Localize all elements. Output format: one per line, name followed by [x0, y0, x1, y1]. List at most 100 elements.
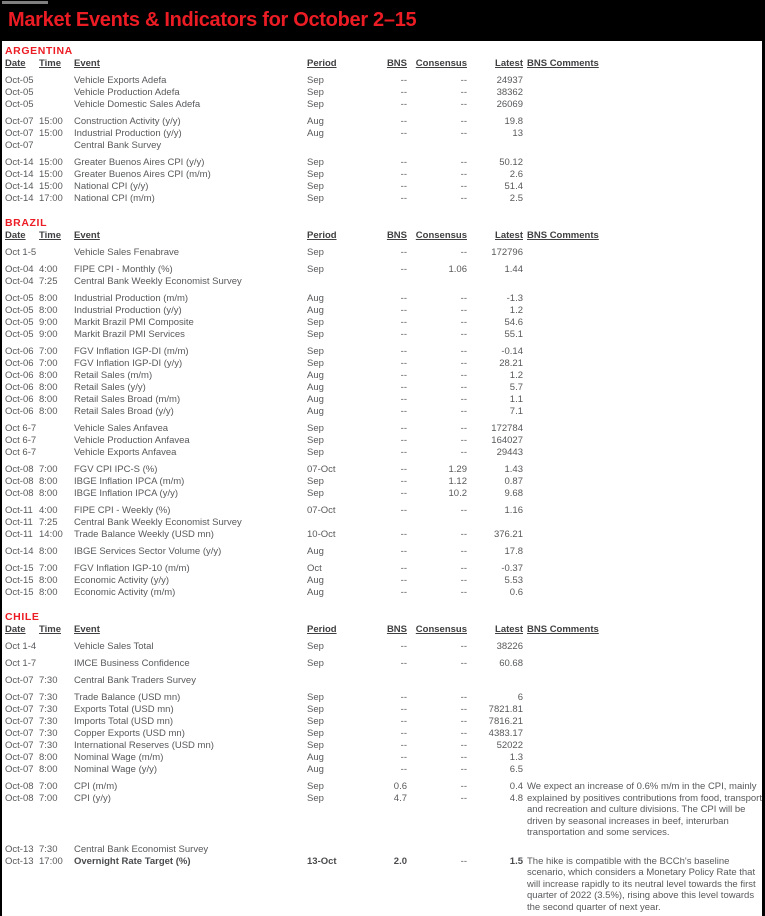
cell-period: Sep — [307, 781, 324, 792]
cell-period: 07-Oct — [307, 505, 336, 516]
cell-event: Industrial Production (y/y) — [74, 128, 182, 139]
cell-date: Oct-07 — [5, 716, 34, 727]
cell-bns — [383, 675, 407, 687]
cell-latest: 1.2 — [509, 305, 523, 316]
cell-period: Sep — [307, 488, 324, 499]
cell-date: Oct-06 — [5, 370, 34, 381]
cell-time: 14:00 — [39, 529, 63, 540]
table-row: Oct-14 15:00 Greater Buenos Aires CPI (m/m… — [5, 169, 523, 181]
cell-latest: 17.8 — [504, 546, 524, 557]
cell-date: Oct-05 — [5, 293, 34, 304]
cell-time: 4:00 — [39, 505, 58, 516]
cell-time: 8:00 — [39, 382, 58, 393]
cell-event: Greater Buenos Aires CPI (y/y) — [74, 157, 205, 168]
table-header-row: Date Time Event Period BNS Consensus Latest BNS… — [5, 58, 762, 70]
title-band: Market Events & Indicators for October 2… — [0, 1, 765, 41]
cell-time: 7:00 — [39, 464, 58, 475]
cell-period: Sep — [307, 264, 324, 275]
table-row: Oct 1-5 Vehicle Sales Fenabrave Sep -- -- 172… — [5, 247, 523, 259]
cell-period: Aug — [307, 116, 324, 127]
cell-date: Oct-08 — [5, 488, 34, 499]
cell-latest: 1.3 — [509, 752, 523, 763]
cell-latest: 172784 — [491, 423, 523, 434]
cell-date: Oct-04 — [5, 264, 34, 275]
cell-bns: -- — [400, 423, 407, 434]
cell-event: Vehicle Production Anfavea — [74, 435, 190, 446]
cell-bns: -- — [400, 764, 407, 775]
cell-date: Oct-05 — [5, 75, 34, 86]
cell-bns: -- — [400, 293, 407, 304]
cell-bns: -- — [400, 193, 407, 204]
cell-date: Oct-06 — [5, 394, 34, 405]
cell-date: Oct-11 — [5, 529, 33, 540]
cell-consensus: -- — [460, 855, 467, 867]
event-rows: Oct-04 4:00 FIPE CPI - Monthly (%) Sep -- 1.0… — [5, 264, 523, 288]
cell-event: Exports Total (USD mn) — [74, 704, 174, 715]
cell-date: Oct-05 — [5, 317, 34, 328]
cell-consensus: -- — [460, 546, 467, 557]
cell-latest — [467, 675, 523, 687]
event-rows: Oct-08 7:00 FGV CPI IPC-S (%) 07-Oct -- 1.29 1… — [5, 464, 523, 500]
cell-time: 8:00 — [39, 546, 58, 557]
table-row: Oct 1-7 IMCE Business Confidence Sep -- -- 60… — [5, 658, 523, 670]
event-rows: Oct-05 Vehicle Exports Adefa Sep -- -- 24937 O… — [5, 75, 523, 111]
cell-event: Economic Activity (y/y) — [74, 575, 170, 586]
cell-latest: 5.53 — [504, 575, 524, 586]
cell-latest: 5.7 — [509, 382, 523, 393]
table-row: Oct-07 8:00 Nominal Wage (m/m) Aug -- -- 1.3 — [5, 752, 523, 764]
table-row: Oct-04 4:00 FIPE CPI - Monthly (%) Sep -- 1.0… — [5, 264, 523, 276]
cell-latest: -1.3 — [506, 293, 523, 304]
cell-latest — [467, 844, 523, 856]
cell-bns: -- — [400, 716, 407, 727]
cell-event: Imports Total (USD mn) — [74, 716, 174, 727]
cell-event: Vehicle Sales Fenabrave — [74, 247, 180, 258]
event-group: Oct-07 7:30 Trade Balance (USD mn) Sep -- -- 6… — [5, 692, 762, 776]
cell-consensus: -- — [460, 382, 467, 393]
cell-bns: -- — [400, 563, 407, 574]
cell-event: Construction Activity (y/y) — [74, 116, 181, 127]
cell-period: Sep — [307, 75, 324, 86]
cell-event: IMCE Business Confidence — [74, 658, 190, 669]
cell-period: Sep — [307, 476, 324, 487]
header-event: Event — [74, 624, 100, 635]
cell-date: Oct 1-7 — [5, 658, 37, 669]
cell-bns: -- — [400, 752, 407, 763]
cell-bns — [383, 140, 407, 152]
cell-time: 8:00 — [39, 476, 58, 487]
cell-date: Oct-07 — [5, 740, 34, 751]
cell-event: FGV Inflation IGP-DI (y/y) — [74, 358, 183, 369]
cell-consensus: -- — [460, 128, 467, 139]
section-argentina: ARGENTINA Date Time Event Period BNS Consensus… — [5, 45, 762, 205]
cell-period: Aug — [307, 546, 324, 557]
table-row: Oct-05 9:00 Markit Brazil PMI Services Sep -… — [5, 329, 523, 341]
header-comments: BNS Comments — [527, 624, 599, 635]
table-header-row: Date Time Event Period BNS Consensus Latest BNS… — [5, 624, 762, 636]
cell-bns: -- — [400, 505, 407, 516]
cell-consensus: -- — [460, 781, 467, 792]
cell-time: 7:00 — [39, 563, 58, 574]
event-rows: Oct 6-7 Vehicle Sales Anfavea Sep -- -- 17278… — [5, 423, 523, 459]
cell-latest: 38226 — [496, 641, 523, 652]
cell-date: Oct-14 — [5, 181, 34, 192]
cell-time — [39, 247, 74, 259]
cell-consensus: -- — [460, 370, 467, 381]
cell-period: Sep — [307, 181, 324, 192]
cell-bns: -- — [400, 317, 407, 328]
header-event: Event — [74, 58, 100, 69]
cell-time: 8:00 — [39, 406, 58, 417]
cell-bns: -- — [400, 692, 407, 703]
cell-consensus: -- — [460, 793, 467, 804]
cell-event: Vehicle Sales Total — [74, 641, 154, 652]
cell-consensus: -- — [460, 87, 467, 98]
cell-bns: -- — [400, 157, 407, 168]
cell-consensus: -- — [460, 394, 467, 405]
cell-consensus: -- — [460, 641, 467, 652]
table-row: Oct-05 Vehicle Exports Adefa Sep -- -- 24937 — [5, 75, 523, 87]
cell-latest: 55.1 — [504, 329, 524, 340]
cell-event: Central Bank Economist Survey — [74, 843, 209, 855]
cell-consensus: -- — [460, 247, 467, 258]
cell-period: 07-Oct — [307, 464, 336, 475]
cell-bns: -- — [400, 406, 407, 417]
cell-time — [39, 447, 74, 459]
cell-date: Oct-13 — [5, 843, 34, 855]
